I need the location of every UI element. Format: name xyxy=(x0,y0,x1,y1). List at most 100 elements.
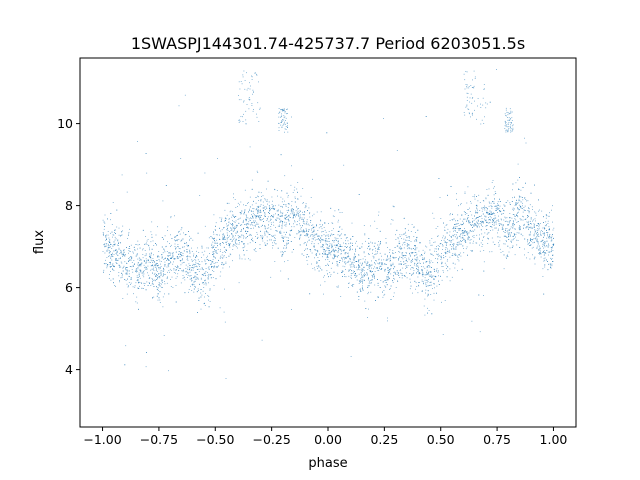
data-point xyxy=(540,241,542,243)
data-point xyxy=(428,279,429,280)
data-point xyxy=(351,262,353,264)
data-point xyxy=(113,244,115,245)
data-point xyxy=(145,289,147,291)
data-point xyxy=(494,222,495,223)
data-point xyxy=(433,279,435,280)
data-point xyxy=(427,295,428,297)
data-point xyxy=(366,272,368,274)
data-point xyxy=(239,204,240,206)
data-point xyxy=(226,214,228,216)
data-point xyxy=(417,270,419,272)
data-point xyxy=(546,230,547,231)
data-point xyxy=(401,238,402,239)
data-point xyxy=(126,272,128,274)
data-point xyxy=(451,219,453,220)
data-point xyxy=(209,301,211,302)
data-point xyxy=(146,260,147,262)
data-point xyxy=(430,281,432,283)
data-point xyxy=(271,216,273,217)
data-point xyxy=(492,229,494,231)
data-point xyxy=(468,236,470,237)
data-point xyxy=(528,210,530,212)
data-point xyxy=(208,247,209,249)
data-point xyxy=(145,267,147,269)
data-point xyxy=(169,271,170,273)
data-point xyxy=(202,282,204,284)
data-point xyxy=(146,244,148,245)
data-point xyxy=(105,263,107,264)
data-point xyxy=(194,264,196,265)
data-point xyxy=(543,247,544,249)
data-point xyxy=(125,267,127,268)
data-point xyxy=(532,220,533,222)
data-point xyxy=(460,233,462,234)
data-point xyxy=(194,266,196,267)
data-point xyxy=(550,257,551,259)
data-point xyxy=(256,206,258,208)
data-point xyxy=(514,218,516,220)
data-point xyxy=(337,272,339,274)
data-point xyxy=(409,265,411,266)
data-point xyxy=(447,194,448,196)
data-point xyxy=(478,223,480,224)
data-point xyxy=(118,243,119,244)
data-point xyxy=(459,235,461,237)
data-point xyxy=(184,234,186,236)
data-point xyxy=(462,236,463,238)
data-point xyxy=(328,246,330,247)
data-point xyxy=(530,238,531,240)
data-point xyxy=(241,210,243,212)
data-point xyxy=(347,261,349,263)
data-point xyxy=(449,234,450,236)
data-point xyxy=(478,216,480,217)
data-point xyxy=(146,268,148,270)
data-point xyxy=(352,284,353,286)
data-point xyxy=(502,227,504,229)
data-point xyxy=(235,238,237,240)
data-point xyxy=(183,246,185,248)
data-point xyxy=(153,268,154,270)
data-point xyxy=(513,221,514,222)
data-point xyxy=(524,210,526,211)
data-point xyxy=(228,224,229,226)
data-point xyxy=(108,243,109,245)
data-point xyxy=(111,231,113,233)
data-point xyxy=(498,242,499,244)
data-point xyxy=(345,258,347,259)
data-point xyxy=(140,265,142,267)
data-point xyxy=(289,230,291,232)
data-point xyxy=(548,263,550,265)
data-point xyxy=(119,257,121,259)
data-point xyxy=(224,236,225,238)
data-point xyxy=(247,226,248,228)
data-point xyxy=(351,278,352,279)
data-point xyxy=(110,262,111,264)
data-point xyxy=(232,249,234,250)
data-point xyxy=(138,274,140,276)
data-point xyxy=(263,221,264,222)
data-point xyxy=(340,238,342,239)
data-point xyxy=(110,232,111,234)
data-point xyxy=(137,277,139,278)
data-point xyxy=(533,219,534,221)
data-point xyxy=(416,286,418,287)
data-point xyxy=(487,221,488,223)
data-point xyxy=(542,233,544,235)
data-point xyxy=(172,254,174,256)
data-point xyxy=(235,224,237,226)
data-point xyxy=(166,282,168,284)
data-point xyxy=(286,210,288,211)
data-point xyxy=(374,271,376,272)
data-point xyxy=(215,251,216,253)
data-point xyxy=(150,253,152,254)
data-point xyxy=(158,297,160,299)
data-point xyxy=(270,216,271,218)
data-point xyxy=(553,245,554,246)
data-point xyxy=(189,250,190,252)
data-point xyxy=(280,212,282,213)
data-point xyxy=(483,295,484,296)
data-point xyxy=(194,280,196,282)
data-point xyxy=(520,206,522,208)
data-point xyxy=(530,231,531,233)
data-point xyxy=(442,237,443,239)
